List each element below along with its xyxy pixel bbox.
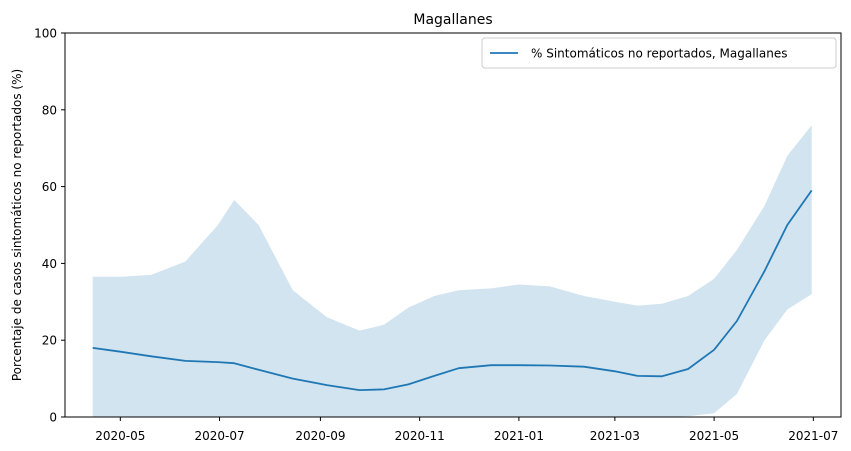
y-axis: 0 20 40 60 80 100	[34, 27, 65, 425]
x-tick-label: 2020-07	[194, 429, 244, 443]
x-tick-label: 2021-03	[590, 429, 640, 443]
y-tick-label: 100	[34, 27, 57, 41]
chart-title: Magallanes	[413, 12, 492, 28]
legend: % Sintomáticos no reportados, Magallanes	[481, 37, 837, 69]
plot-area	[92, 125, 813, 417]
y-tick-label: 40	[42, 257, 57, 271]
x-axis: 2020-05 2020-07 2020-09 2020-11 2021-01 2021-…	[95, 417, 838, 443]
x-tick-label: 2021-01	[494, 429, 544, 443]
legend-frame	[481, 37, 837, 69]
x-tick-label: 2020-11	[395, 429, 445, 443]
series-line	[92, 189, 813, 392]
y-tick-label: 20	[42, 334, 57, 348]
y-tick-label: 80	[42, 103, 57, 117]
confidence-band	[92, 125, 812, 417]
y-tick-label: 60	[42, 180, 57, 194]
x-tick-label: 2020-09	[295, 429, 345, 443]
x-tick-label: 2021-07	[788, 429, 838, 443]
y-axis-label: Porcentaje de casos sintomáticos no repo…	[10, 69, 24, 381]
x-tick-label: 2020-05	[95, 429, 145, 443]
plot-frame	[64, 32, 842, 418]
x-tick-label: 2021-05	[689, 429, 739, 443]
y-tick-label: 0	[49, 411, 57, 425]
legend-label: % Sintomáticos no reportados, Magallanes	[531, 47, 787, 61]
